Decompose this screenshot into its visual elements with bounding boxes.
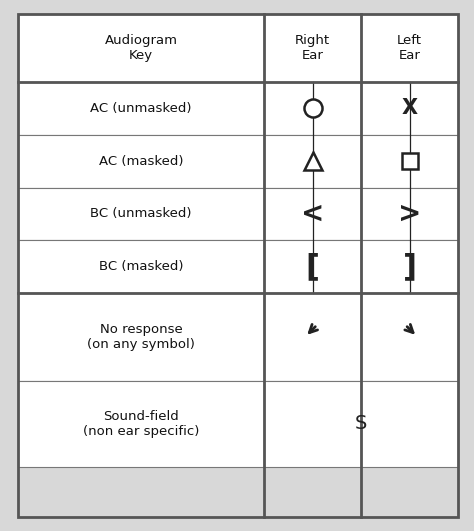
Bar — [18, 381, 264, 467]
Text: [: [ — [306, 252, 320, 281]
Bar — [264, 135, 361, 187]
Text: BC (masked): BC (masked) — [99, 260, 183, 273]
Bar — [361, 293, 458, 381]
Bar — [264, 187, 361, 241]
Text: Right
Ear: Right Ear — [295, 34, 330, 62]
Bar — [264, 241, 361, 293]
Bar — [264, 293, 361, 381]
Text: Sound-field
(non ear specific): Sound-field (non ear specific) — [83, 410, 200, 438]
Bar — [361, 241, 458, 293]
Bar — [264, 14, 361, 82]
Bar — [361, 381, 458, 467]
Text: Left
Ear: Left Ear — [397, 34, 422, 62]
Text: No response
(on any symbol): No response (on any symbol) — [87, 323, 195, 351]
Bar — [361, 135, 458, 187]
Bar — [361, 187, 458, 241]
Bar — [18, 82, 264, 135]
Text: X: X — [401, 98, 418, 118]
Bar — [264, 381, 361, 467]
Text: >: > — [398, 200, 421, 228]
Bar — [361, 14, 458, 82]
Text: Audiogram
Key: Audiogram Key — [105, 34, 178, 62]
Text: <: < — [301, 200, 325, 228]
Bar — [18, 14, 264, 82]
Bar — [264, 82, 361, 135]
Bar — [361, 82, 458, 135]
Text: AC (masked): AC (masked) — [99, 155, 183, 168]
Text: BC (unmasked): BC (unmasked) — [91, 208, 192, 220]
Bar — [18, 241, 264, 293]
Bar — [18, 187, 264, 241]
Text: AC (unmasked): AC (unmasked) — [91, 102, 192, 115]
Text: S: S — [355, 414, 367, 433]
Bar — [18, 293, 264, 381]
Text: ]: ] — [402, 252, 417, 281]
Bar — [18, 135, 264, 187]
